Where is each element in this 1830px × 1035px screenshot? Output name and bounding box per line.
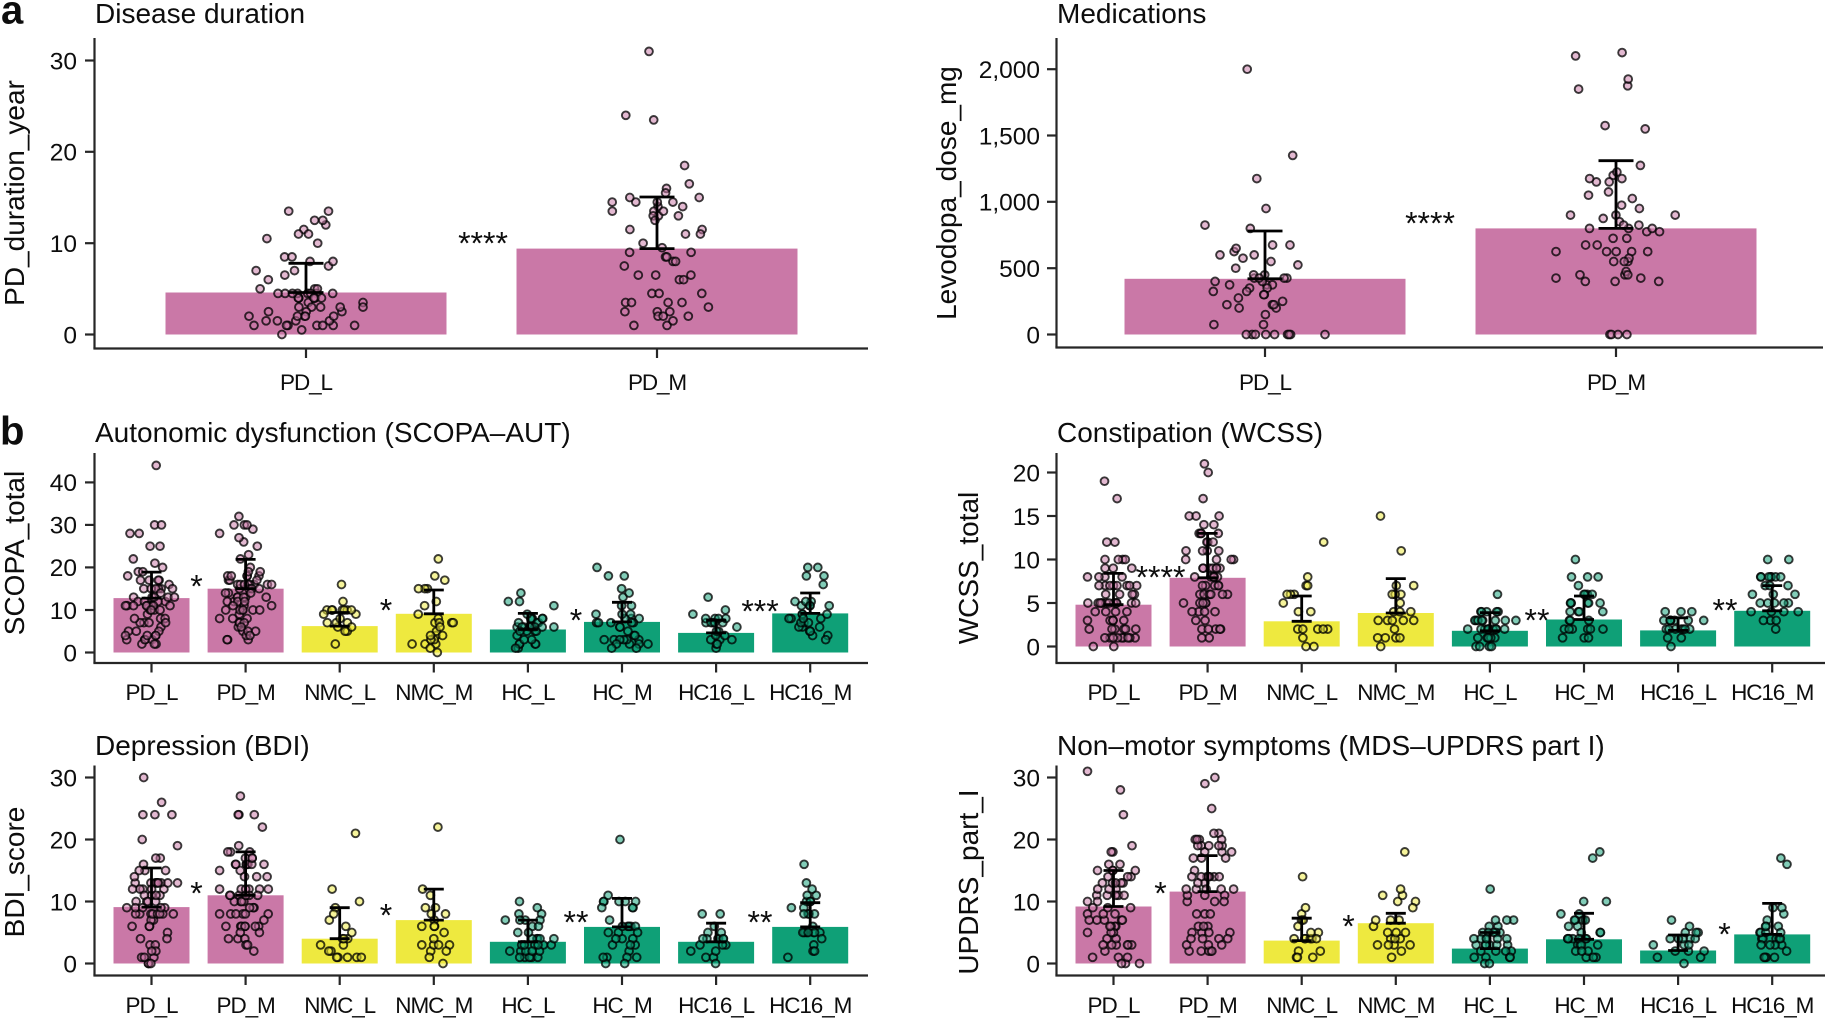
svg-text:20: 20 [1013,827,1040,854]
svg-text:10: 10 [50,231,77,258]
svg-text:**: ** [1525,602,1550,638]
svg-text:HC_L: HC_L [501,993,555,1018]
svg-text:*: * [570,602,582,638]
svg-text:10: 10 [1013,889,1040,916]
svg-text:NMC_L: NMC_L [1266,993,1337,1018]
svg-text:HC_L: HC_L [501,680,555,705]
svg-text:NMC_L: NMC_L [1266,680,1337,705]
svg-text:Autonomic dysfunction (SCOPA–A: Autonomic dysfunction (SCOPA–AUT) [95,417,571,448]
svg-text:10: 10 [50,889,77,916]
svg-text:*: * [1342,908,1354,944]
svg-text:30: 30 [50,48,77,75]
svg-text:NMC_M: NMC_M [395,993,472,1018]
svg-text:30: 30 [50,513,77,540]
svg-text:PD_L: PD_L [126,680,178,705]
svg-text:HC16_L: HC16_L [1640,680,1717,705]
svg-text:a: a [1,0,24,33]
svg-text:PD_M: PD_M [1179,680,1237,705]
svg-text:20: 20 [50,827,77,854]
svg-text:0: 0 [1026,322,1040,349]
svg-text:WCSS_total: WCSS_total [953,492,984,645]
svg-text:1,000: 1,000 [979,190,1040,217]
svg-text:PD_M: PD_M [1587,370,1645,395]
svg-text:*: * [380,897,392,933]
svg-text:Medications: Medications [1057,0,1206,29]
svg-text:HC_M: HC_M [592,993,651,1018]
svg-text:5: 5 [1026,591,1040,618]
svg-text:b: b [0,410,24,454]
svg-text:****: **** [458,225,508,261]
svg-text:HC_M: HC_M [1554,993,1613,1018]
svg-text:PD_duration_year: PD_duration_year [0,80,30,306]
svg-text:HC16_M: HC16_M [1731,993,1813,1018]
svg-text:*: * [190,568,202,604]
svg-text:10: 10 [50,598,77,625]
svg-text:*: * [1154,875,1166,911]
svg-text:*: * [190,875,202,911]
svg-text:15: 15 [1013,504,1040,531]
svg-text:PD_L: PD_L [1239,370,1291,395]
svg-text:HC16_L: HC16_L [678,680,755,705]
svg-text:**: ** [1713,592,1738,628]
svg-text:Non–motor symptoms (MDS–UPDRS: Non–motor symptoms (MDS–UPDRS part I) [1057,730,1605,761]
svg-text:NMC_M: NMC_M [1357,680,1434,705]
svg-text:1,500: 1,500 [979,123,1040,150]
svg-text:0: 0 [63,951,77,978]
svg-text:SCOPA_total: SCOPA_total [0,471,30,635]
svg-text:30: 30 [50,765,77,792]
svg-text:HC16_M: HC16_M [1731,680,1813,705]
svg-text:HC16_L: HC16_L [678,993,755,1018]
svg-text:PD_M: PD_M [628,370,686,395]
svg-text:Depression (BDI): Depression (BDI) [95,730,310,761]
svg-text:30: 30 [1013,765,1040,792]
svg-text:NMC_M: NMC_M [395,680,472,705]
svg-text:20: 20 [50,140,77,167]
svg-text:NMC_M: NMC_M [1357,993,1434,1018]
svg-text:**: ** [748,904,773,940]
svg-text:PD_M: PD_M [217,993,275,1018]
svg-text:NMC_L: NMC_L [304,993,375,1018]
svg-text:Levodopa_dose_mg: Levodopa_dose_mg [931,66,962,320]
svg-text:2,000: 2,000 [979,57,1040,84]
svg-text:20: 20 [50,555,77,582]
svg-text:0: 0 [63,640,77,667]
svg-text:HC16_M: HC16_M [769,680,851,705]
svg-text:0: 0 [1026,951,1040,978]
svg-text:Constipation (WCSS): Constipation (WCSS) [1057,417,1323,448]
svg-text:**: ** [564,904,589,940]
svg-text:0: 0 [63,322,77,349]
svg-text:HC_L: HC_L [1463,680,1517,705]
svg-text:HC_M: HC_M [1554,680,1613,705]
svg-text:PD_L: PD_L [126,993,178,1018]
svg-text:500: 500 [999,256,1040,283]
svg-text:*: * [1718,916,1730,952]
svg-text:****: **** [1136,559,1186,595]
svg-text:NMC_L: NMC_L [304,680,375,705]
svg-text:UPDRS_part_I: UPDRS_part_I [953,789,984,974]
svg-text:****: **** [1405,205,1455,241]
svg-text:0: 0 [1026,634,1040,661]
svg-text:Disease duration: Disease duration [95,0,305,29]
svg-text:10: 10 [1013,547,1040,574]
svg-text:PD_L: PD_L [1088,993,1140,1018]
svg-text:HC16_M: HC16_M [769,993,851,1018]
svg-text:HC_M: HC_M [592,680,651,705]
svg-text:HC_L: HC_L [1463,993,1517,1018]
svg-text:BDI_score: BDI_score [0,807,30,938]
svg-text:40: 40 [50,470,77,497]
svg-text:PD_L: PD_L [280,370,332,395]
svg-text:PD_L: PD_L [1088,680,1140,705]
svg-text:20: 20 [1013,460,1040,487]
svg-text:***: *** [741,593,778,629]
svg-text:PD_M: PD_M [1179,993,1237,1018]
svg-text:*: * [380,592,392,628]
svg-text:PD_M: PD_M [217,680,275,705]
svg-text:HC16_L: HC16_L [1640,993,1717,1018]
